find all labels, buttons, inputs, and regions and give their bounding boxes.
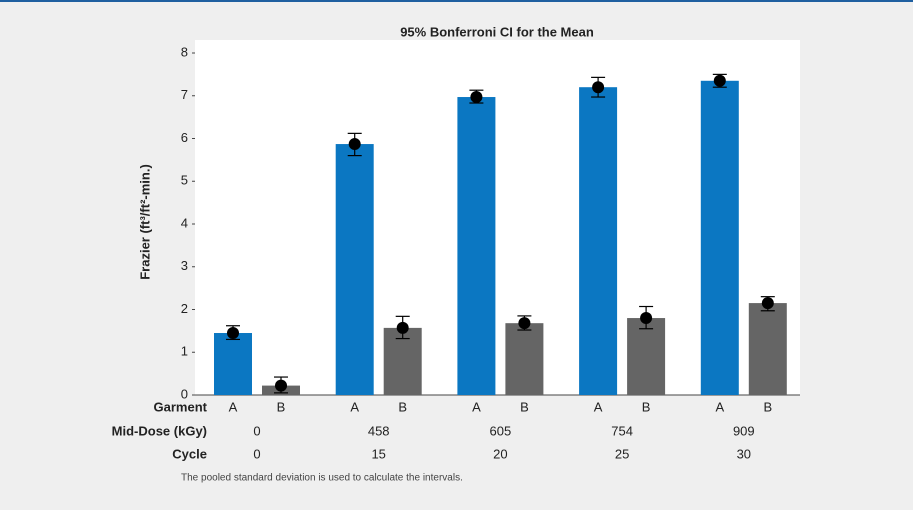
bar <box>700 80 739 395</box>
cycle-label: 25 <box>615 446 629 461</box>
mean-dot <box>761 297 774 310</box>
bar <box>457 97 496 395</box>
garment-label: A <box>472 399 481 414</box>
mid-dose-label: 605 <box>490 423 512 438</box>
row-label: Cycle <box>172 446 207 461</box>
mean-dot <box>227 327 239 340</box>
garment-label: B <box>520 399 529 414</box>
footnote: The pooled standard deviation is used to… <box>181 473 463 484</box>
cycle-label: 30 <box>737 446 751 461</box>
y-tick-label: 2 <box>181 301 188 316</box>
cycle-label: 0 <box>253 446 260 461</box>
garment-label: B <box>642 399 651 414</box>
bar <box>335 144 374 395</box>
bar <box>627 318 666 395</box>
mean-dot <box>713 74 726 87</box>
y-tick-label: 5 <box>181 173 188 188</box>
y-tick-label: 0 <box>181 386 188 401</box>
y-tick-label: 1 <box>181 344 188 359</box>
garment-label: A <box>715 399 724 414</box>
mid-dose-label: 458 <box>368 423 390 438</box>
bar <box>579 87 618 395</box>
y-tick-label: 8 <box>181 44 188 59</box>
bar <box>505 323 544 395</box>
y-tick-label: 6 <box>181 130 188 145</box>
cycle-label: 15 <box>371 446 385 461</box>
mean-dot <box>592 81 605 94</box>
garment-label: B <box>277 399 286 414</box>
mean-dot <box>470 91 483 104</box>
top-border <box>0 0 913 2</box>
mean-dot <box>275 379 287 392</box>
mid-dose-label: 754 <box>611 423 633 438</box>
mid-dose-label: 909 <box>733 423 755 438</box>
garment-label: B <box>398 399 407 414</box>
mean-dot <box>518 317 531 330</box>
y-axis-label: Frazier (ft³/ft²-min.) <box>137 164 152 280</box>
y-tick-label: 7 <box>181 87 188 102</box>
row-label: Mid-Dose (kGy) <box>112 423 207 438</box>
garment-label: B <box>763 399 772 414</box>
row-label: Garment <box>154 399 208 414</box>
garment-label: A <box>350 399 359 414</box>
mean-dot <box>640 312 653 325</box>
bar <box>748 303 787 395</box>
cycle-label: 20 <box>493 446 507 461</box>
garment-label: A <box>594 399 603 414</box>
plot-area <box>195 40 800 395</box>
y-tick-label: 4 <box>181 215 188 230</box>
garment-label: A <box>229 399 238 414</box>
mid-dose-label: 0 <box>253 423 260 438</box>
chart-title: 95% Bonferroni CI for the Mean <box>400 24 594 39</box>
mean-dot <box>348 138 361 151</box>
y-tick-label: 3 <box>181 258 188 273</box>
mean-dot <box>396 321 409 334</box>
bar <box>214 333 252 395</box>
